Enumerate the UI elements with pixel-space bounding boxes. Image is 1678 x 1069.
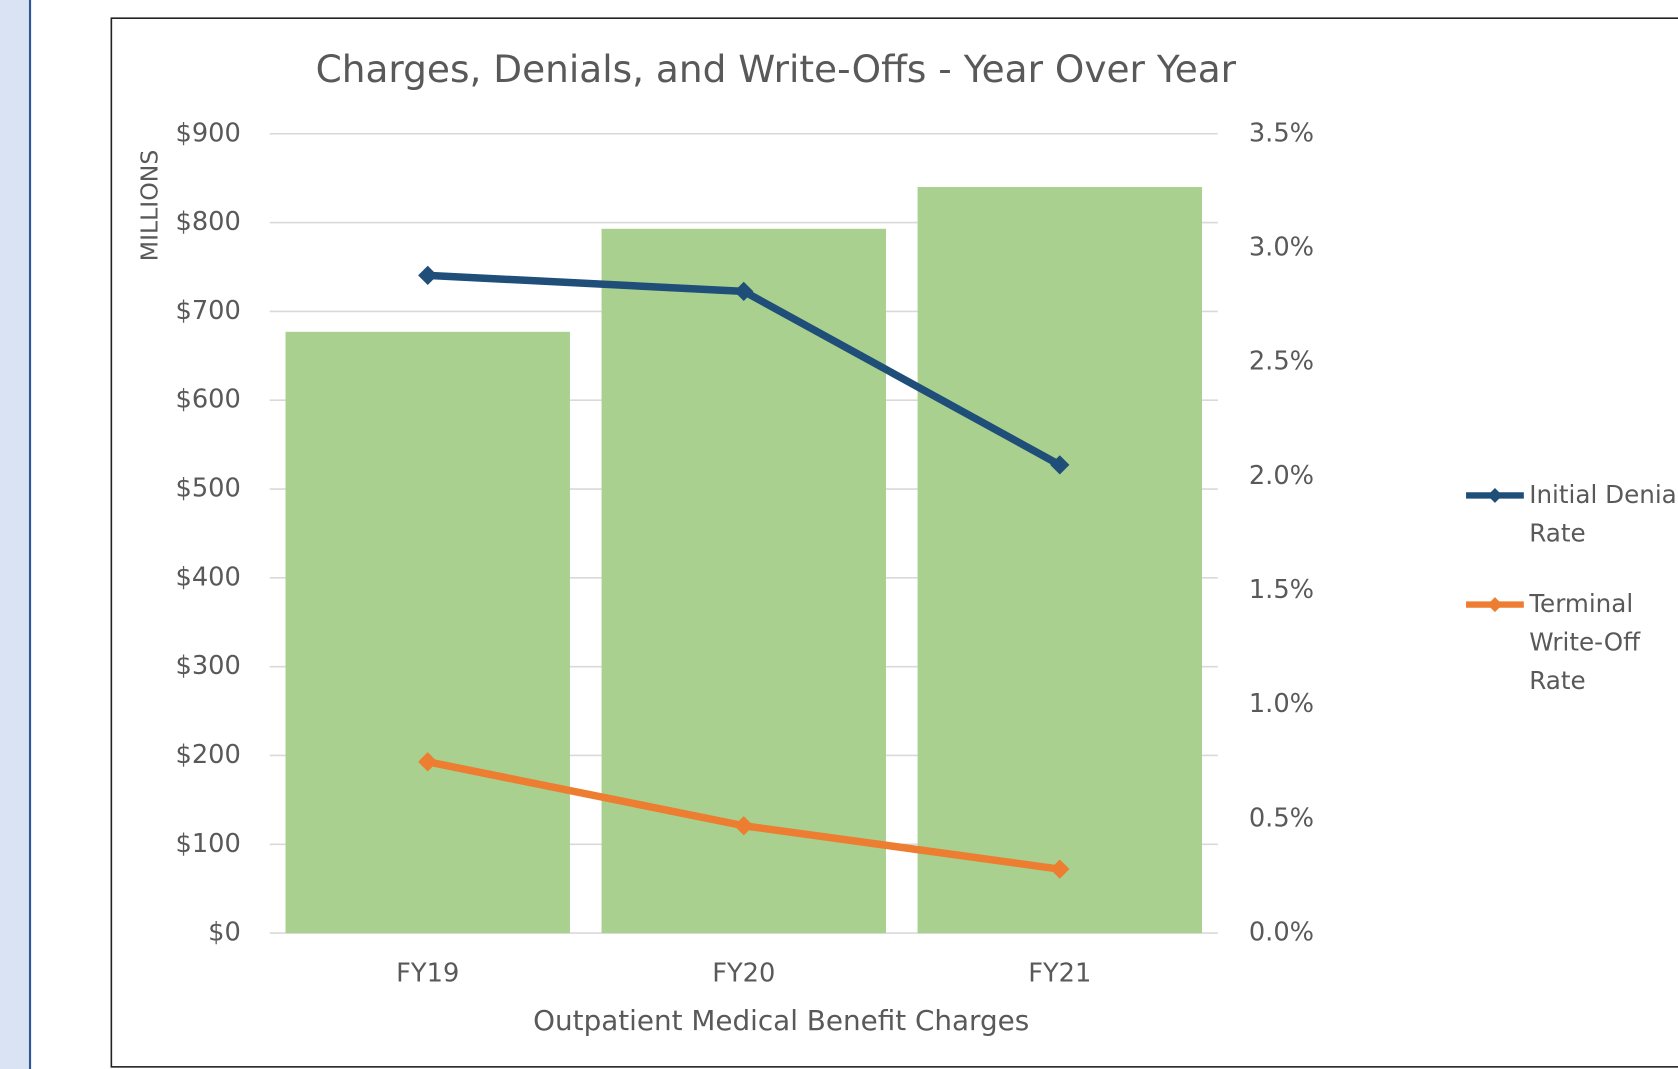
y-axis-title: MILLIONS	[135, 150, 163, 261]
bar	[917, 187, 1203, 934]
x-tick-label: FY19	[396, 958, 459, 988]
legend: Initial Denial Rate Terminal Write-Off Ra…	[1466, 481, 1678, 696]
chart-title: Charges, Denials, and Write-Offs - Year …	[316, 47, 1237, 91]
y-tick-label: $400	[175, 562, 240, 592]
x-tick-label: FY21	[1028, 958, 1091, 988]
y2-tick-label: 3.0%	[1249, 232, 1314, 262]
legend-item: Initial Denial Rate	[1529, 481, 1678, 548]
x-axis-title: Outpatient Medical Benefit Charges	[533, 1004, 1029, 1037]
y-tick-label: $200	[175, 740, 240, 770]
series-marker	[734, 281, 754, 301]
y2-tick-label: 0.5%	[1249, 803, 1314, 833]
y-tick-label: $900	[175, 118, 240, 148]
legend-label: Terminal Write-Off Rate	[1529, 590, 1641, 696]
y2-tick-label: 1.5%	[1249, 575, 1314, 605]
series-marker	[1050, 455, 1070, 475]
y2-tick-label: 2.0%	[1249, 461, 1314, 491]
y-tick-label: $300	[175, 651, 240, 681]
y-tick-label: $700	[175, 296, 240, 326]
side-panel	[0, 0, 31, 1069]
y-tick-label: $500	[175, 474, 240, 504]
y-tick-label: $0	[208, 918, 241, 948]
y2-tick-label: 3.5%	[1249, 118, 1314, 148]
legend-item: Terminal Write-Off Rate	[1529, 590, 1641, 696]
series-marker	[734, 816, 754, 836]
legend-label: Initial Denial Rate	[1529, 481, 1678, 548]
x-tick-label: FY20	[712, 958, 775, 988]
y-tick-label: $100	[175, 829, 240, 859]
y-tick-label: $600	[175, 385, 240, 415]
y-tick-label: $800	[175, 207, 240, 237]
y2-tick-label: 1.0%	[1249, 689, 1314, 719]
bar	[285, 331, 570, 934]
y2-tick-label: 0.0%	[1249, 918, 1314, 948]
y2-tick-label: 2.5%	[1249, 347, 1314, 377]
